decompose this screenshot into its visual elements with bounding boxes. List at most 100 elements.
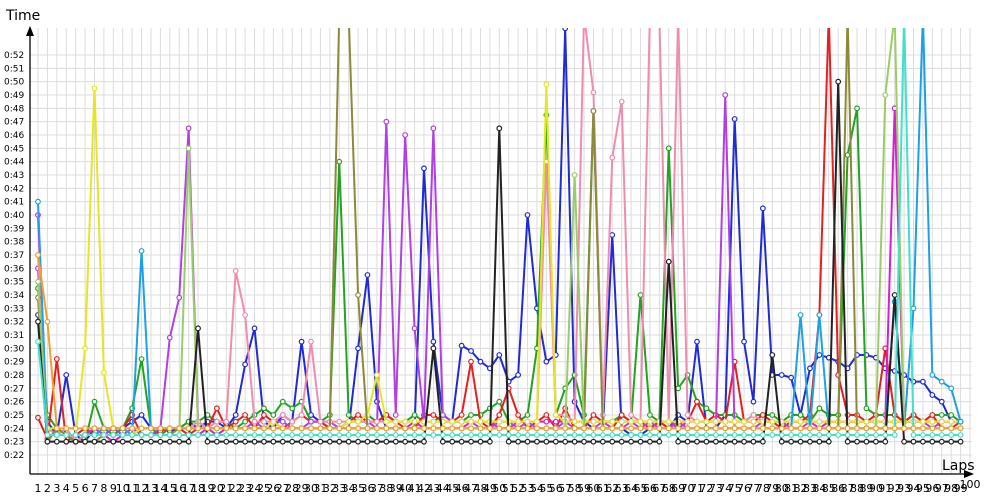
data-point: [684, 425, 691, 432]
data-point: [797, 418, 804, 425]
data-point: [590, 425, 597, 432]
data-point: [891, 432, 898, 438]
x-tick-label: 70: [681, 482, 695, 495]
x-tick-label: 98: [944, 482, 958, 495]
x-tick-label: 81: [784, 482, 798, 495]
data-point: [826, 13, 831, 18]
data-point: [346, 13, 351, 18]
y-tick-label: 0:37: [4, 251, 24, 261]
data-point: [53, 438, 60, 445]
data-point: [628, 425, 634, 432]
x-tick-label: 82: [794, 482, 808, 495]
data-point: [948, 412, 955, 418]
data-point: [213, 425, 220, 432]
data-point: [223, 418, 230, 425]
data-point: [110, 438, 117, 445]
data-point: [458, 425, 465, 432]
data-point: [571, 438, 578, 445]
data-point: [336, 418, 343, 425]
data-point: [921, 13, 926, 18]
data-point: [279, 412, 286, 418]
data-point: [648, 13, 653, 18]
x-tick-label: 93: [897, 482, 911, 495]
data-point: [477, 425, 484, 432]
data-point: [458, 342, 465, 349]
data-point: [675, 385, 682, 392]
y-tick-label: 0:26: [4, 398, 24, 408]
data-point: [468, 412, 474, 418]
data-point: [854, 432, 860, 438]
x-tick-label: 31: [313, 482, 327, 495]
data-point: [778, 438, 785, 445]
data-point: [675, 438, 682, 445]
y-tick-label: 0:43: [4, 171, 24, 181]
data-point: [816, 312, 823, 318]
y-tick-label: 0:52: [4, 51, 24, 61]
data-point: [863, 425, 870, 432]
data-point: [326, 432, 333, 438]
y-tick-label: 0:46: [4, 131, 24, 141]
data-point: [901, 438, 908, 445]
data-point: [345, 438, 352, 445]
data-point: [712, 418, 719, 425]
data-point: [185, 425, 192, 432]
y-tick-label: 0:42: [4, 184, 24, 194]
data-point: [430, 412, 437, 418]
x-tick-label: 51: [502, 482, 516, 495]
data-point: [402, 132, 409, 138]
data-point: [788, 374, 795, 381]
data-point: [232, 432, 239, 438]
x-tick-label: 43: [426, 482, 440, 495]
data-point: [242, 432, 249, 438]
y-tick-label: 0:25: [4, 411, 24, 421]
data-point: [750, 418, 757, 425]
data-point: [741, 425, 747, 432]
x-axis-arrow: [964, 470, 974, 478]
x-tick-label: 67: [652, 482, 666, 495]
data-point: [807, 365, 813, 372]
data-point: [477, 432, 484, 438]
data-point: [157, 425, 164, 432]
data-point: [355, 345, 361, 352]
x-tick-label: 61: [596, 482, 610, 495]
data-point: [854, 105, 860, 112]
data-point: [759, 412, 766, 418]
data-point: [581, 432, 587, 438]
y-tick-label: 0:45: [4, 144, 24, 154]
data-point: [543, 358, 550, 365]
data-point: [100, 432, 107, 438]
data-point: [213, 418, 220, 425]
data-point: [854, 438, 860, 445]
x-tick-label: 77: [746, 482, 760, 495]
data-point: [91, 398, 98, 405]
data-point: [242, 412, 249, 418]
data-point: [816, 438, 823, 445]
data-point: [524, 438, 531, 445]
data-point: [938, 378, 945, 385]
data-point: [863, 405, 870, 412]
x-tick-label: 66: [643, 482, 657, 495]
data-point: [242, 425, 249, 432]
data-point: [582, 13, 587, 18]
data-point: [261, 438, 267, 445]
data-point: [251, 425, 258, 432]
data-point: [750, 432, 757, 438]
data-point: [656, 432, 663, 438]
x-tick-label: 89: [859, 482, 873, 495]
x-tick-label: 18: [191, 482, 205, 495]
data-point: [468, 432, 474, 438]
data-point: [590, 108, 597, 114]
data-point: [938, 432, 945, 438]
x-tick-label: 52: [511, 482, 525, 495]
y-tick-label: 0:27: [4, 384, 24, 394]
data-point: [741, 438, 747, 445]
data-point: [637, 292, 644, 298]
data-point: [741, 418, 747, 425]
data-point: [35, 198, 41, 205]
data-point: [543, 438, 550, 445]
data-point: [665, 425, 672, 432]
x-tick-label: 24: [248, 482, 262, 495]
data-point: [618, 432, 625, 438]
data-point: [694, 438, 700, 445]
data-point: [552, 418, 559, 425]
